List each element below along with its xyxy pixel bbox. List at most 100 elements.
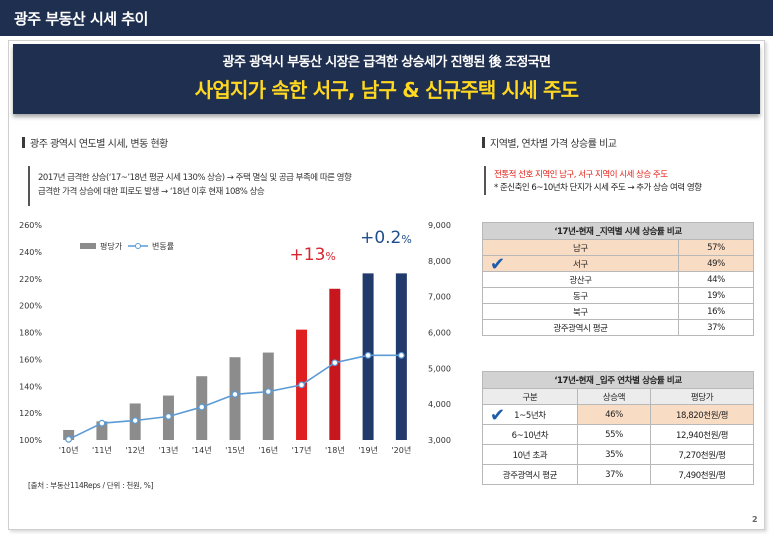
line-point: [98, 419, 106, 427]
legend-bar-label: 평당가: [100, 241, 123, 251]
y-left-tick-label: 260%: [19, 221, 42, 230]
rate-cell: 16%: [677, 303, 755, 320]
right-note-box: 전통적 선호 지역인 남구, 서구 지역이 시세 상승 주도 * 준신축인 6~…: [484, 166, 754, 195]
line-point: [264, 388, 272, 396]
line-point: [198, 403, 206, 411]
section-marker-icon: [22, 137, 25, 148]
headline-banner: 광주 광역시 부동산 시장은 급격한 상승세가 진행된 後 조정국면 사업지가 …: [13, 44, 760, 114]
column-header: 상승액: [576, 388, 652, 405]
x-tick-label: '19년: [358, 445, 378, 455]
y-right-tick-label: 9,000: [428, 221, 451, 230]
region-cell: 남구: [482, 239, 679, 256]
legend-line-label: 변동률: [152, 241, 174, 251]
y-left-tick-label: 200%: [19, 302, 42, 311]
age-table-title: ‘17년-현재 _입주 연차별 상승률 비교: [482, 371, 754, 389]
line-point: [298, 381, 305, 389]
column-header: 평당가: [650, 388, 754, 405]
column-header: 구분: [482, 388, 578, 405]
banner-headline: 사업지가 속한 서구, 남구 & 신규주택 시세 주도: [194, 78, 579, 102]
right-note-red: 전통적 선호 지역인 남구, 서구 지역이 시세 상승 주도: [494, 170, 668, 180]
y-right-tick-label: 8,000: [428, 257, 451, 266]
x-tick-label: '20년: [391, 445, 411, 455]
y-left-tick-label: 220%: [19, 275, 42, 284]
region-table-title: ‘17년-현재 _지역별 시세 상승률 비교: [482, 222, 754, 240]
rise-cell: 55%: [576, 424, 652, 445]
top-header-bar: 광주 부동산 시세 추이: [0, 0, 773, 36]
chart-legend: 평당가 변동률: [80, 241, 174, 251]
line-point: [65, 435, 73, 443]
rate-cell: 49%: [677, 255, 755, 272]
right-note-black: * 준신축인 6~10년차 단지가 시세 주도 → 추가 상승 여력 영향: [494, 183, 702, 193]
table-row: 남구 57%: [482, 239, 755, 256]
region-cell: 광주광역시 평균: [482, 319, 679, 336]
table-row: 동구 19%: [482, 287, 755, 304]
price-cell: 7,490천원/평: [650, 464, 754, 485]
annotation-unit: %: [325, 250, 335, 263]
bar: [96, 421, 108, 440]
rate-cell: 19%: [677, 287, 755, 304]
price-cell: 18,820천원/평: [650, 404, 754, 425]
y-left-tick-label: 140%: [19, 382, 42, 391]
right-section-title-text: 지역별, 연차별 가격 상승률 비교: [490, 139, 617, 150]
line-point: [331, 359, 339, 367]
table-row: 10년 초과 35% 7,270천원/평: [482, 444, 754, 465]
group-cell: 6~10년차: [482, 424, 578, 445]
section-marker-icon: [482, 137, 485, 148]
checkmark-icon: ✔: [490, 405, 506, 426]
page-number: 2: [752, 515, 758, 524]
y-left-tick-label: 240%: [19, 248, 42, 257]
y-left-tick-label: 120%: [19, 409, 42, 418]
legend-bar-swatch: [80, 243, 96, 249]
left-note-line2: 급격한 가격 상승에 대한 피로도 발생 → ‘18년 이후 현재 108% 상…: [38, 187, 265, 197]
right-section-title: 지역별, 연차별 가격 상승률 비교: [482, 135, 617, 150]
x-tick-label: '10년: [59, 445, 79, 455]
rate-cell: 37%: [677, 319, 755, 336]
y-right-tick-label: 6,000: [428, 329, 451, 338]
region-cell: 서구: [482, 255, 679, 272]
left-note-line1: 2017년 급격한 상승(‘17~’18년 평균 시세 130% 상승) → 주…: [38, 173, 352, 183]
price-trend-chart: 100% 120% 140% 160% 180% 200% 220% 240% 260% 3,0…: [19, 221, 451, 455]
rise-cell: 37%: [576, 464, 652, 485]
left-note-box: 2017년 급격한 상승(‘17~’18년 평균 시세 130% 상승) → 주…: [28, 166, 448, 206]
age-table: ‘17년-현재 _입주 연차별 상승률 비교 구분 상승액 평당가 1~5년차 4…: [482, 371, 754, 485]
x-tick-label: '16년: [258, 445, 278, 455]
annotation-value: +13: [290, 245, 326, 265]
price-cell: 7,270천원/평: [650, 444, 754, 465]
x-tick-label: '14년: [192, 445, 212, 455]
y-left-tick-label: 180%: [19, 329, 42, 338]
growth-annotation: +13%: [290, 245, 336, 265]
checkmark-icon: ✔: [490, 254, 506, 275]
table-row: 서구 49%: [482, 255, 755, 272]
group-cell: 10년 초과: [482, 444, 578, 465]
line-point: [165, 413, 172, 420]
line-point: [364, 351, 372, 359]
left-section-title-text: 광주 광역시 연도별 시세, 변동 현황: [30, 139, 168, 150]
table-row: 북구 16%: [482, 303, 755, 320]
table-row: 1~5년차 46% 18,820천원/평: [482, 404, 754, 425]
y-left-tick-label: 160%: [19, 355, 42, 364]
y-right-tick-label: 4,000: [428, 400, 451, 409]
region-table: ‘17년-현재 _지역별 시세 상승률 비교 남구 57% 서구 49% 광산구 44…: [482, 222, 755, 336]
rise-cell: 46%: [576, 404, 652, 425]
bar: [262, 352, 274, 440]
x-tick-label: '18년: [325, 445, 345, 455]
content-frame: [8, 40, 765, 530]
bar: [229, 357, 241, 440]
x-tick-label: '17년: [292, 445, 312, 455]
rise-cell: 35%: [576, 444, 652, 465]
y-right-tick-label: 5,000: [428, 364, 451, 373]
region-cell: 북구: [482, 303, 679, 320]
left-section-title: 광주 광역시 연도별 시세, 변동 현황: [22, 135, 168, 150]
banner-subtitle: 광주 광역시 부동산 시장은 급격한 상승세가 진행된 後 조정국면: [222, 55, 551, 70]
table-header-row: 구분 상승액 평당가: [482, 388, 754, 405]
line-point: [131, 417, 139, 424]
table-row: 광주광역시 평균 37%: [482, 319, 755, 336]
y-right-tick-label: 3,000: [428, 436, 451, 445]
x-tick-label: '15년: [225, 445, 245, 455]
x-tick-label: '12년: [125, 445, 145, 455]
bar: [63, 429, 75, 440]
region-cell: 동구: [482, 287, 679, 304]
price-cell: 12,940천원/평: [650, 424, 754, 445]
table-row: 6~10년차 55% 12,940천원/평: [482, 424, 754, 445]
rate-cell: 44%: [677, 271, 755, 288]
